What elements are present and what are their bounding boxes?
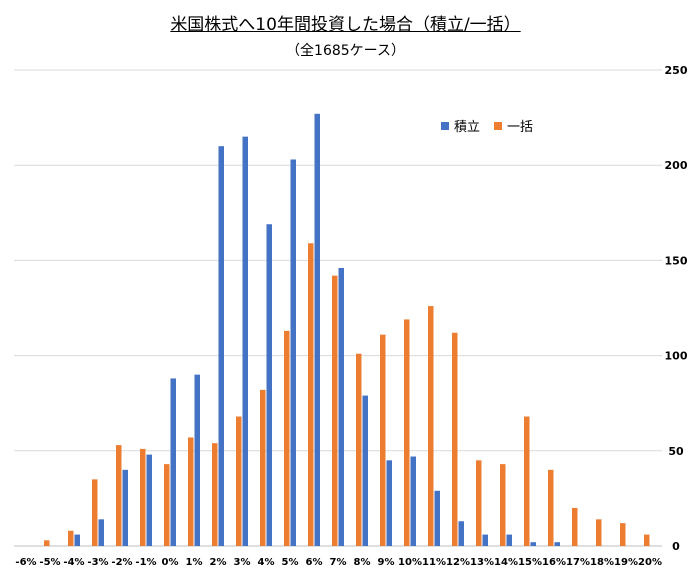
bar-series-1 bbox=[338, 268, 344, 546]
x-tick-label: -3% bbox=[87, 557, 108, 568]
bar-series-1 bbox=[410, 456, 416, 546]
bar-series-2 bbox=[428, 306, 434, 546]
x-tick-label: 2% bbox=[210, 557, 227, 568]
bar-series-1 bbox=[218, 146, 224, 546]
x-tick-label: -6% bbox=[15, 557, 36, 568]
bar-series-1 bbox=[434, 490, 440, 546]
x-tick-label: -5% bbox=[39, 557, 60, 568]
bar-series-2 bbox=[236, 416, 242, 546]
x-tick-label: -4% bbox=[63, 557, 84, 568]
bar-series-1 bbox=[242, 136, 248, 546]
bar-series-2 bbox=[260, 389, 266, 546]
bar-series-2 bbox=[596, 519, 602, 546]
chart-title: 米国株式へ10年間投資した場合（積立/一括） bbox=[170, 15, 521, 35]
x-tick-label: 14% bbox=[494, 557, 518, 568]
legend-label-series-2: 一括 bbox=[507, 120, 534, 135]
bar-series-1 bbox=[146, 454, 152, 546]
bar-series-2 bbox=[524, 416, 530, 546]
x-tick-label: 5% bbox=[282, 557, 299, 568]
bar-series-1 bbox=[554, 542, 560, 546]
bar-series-1 bbox=[74, 534, 80, 546]
x-tick-label: 12% bbox=[446, 557, 470, 568]
bar-series-2 bbox=[572, 507, 578, 546]
chart-legend: 積立 一括 bbox=[441, 116, 533, 135]
bar-series-2 bbox=[68, 530, 74, 546]
bar-series-2 bbox=[308, 243, 314, 546]
bar-series-1 bbox=[458, 521, 464, 546]
chart-subtitle: （全1685ケース） bbox=[286, 43, 405, 59]
x-tick-label: 11% bbox=[422, 557, 446, 568]
x-tick-label: -1% bbox=[135, 557, 156, 568]
bar-series-2 bbox=[140, 448, 146, 546]
x-tick-label: -2% bbox=[111, 557, 132, 568]
bar-series-2 bbox=[452, 332, 458, 546]
bar-series-2 bbox=[284, 330, 290, 546]
bar-series-2 bbox=[164, 464, 170, 546]
x-tick-label: 3% bbox=[234, 557, 251, 568]
gridlines bbox=[14, 69, 662, 547]
bar-series-2 bbox=[380, 334, 386, 546]
legend-item-series-1: 積立 bbox=[441, 116, 480, 135]
bar-series-1 bbox=[290, 159, 296, 546]
bar-series-2 bbox=[404, 319, 410, 546]
y-tick-label: 200 bbox=[665, 159, 688, 172]
legend-item-series-2: 一括 bbox=[494, 116, 533, 135]
x-tick-label: 8% bbox=[354, 557, 371, 568]
x-tick-label: 10% bbox=[398, 557, 422, 568]
legend-swatch-series-1 bbox=[441, 121, 449, 130]
bar-series-2 bbox=[116, 445, 122, 546]
y-tick-label: 50 bbox=[668, 445, 684, 458]
x-tick-label: 0% bbox=[162, 557, 179, 568]
y-tick-label: 150 bbox=[665, 254, 688, 267]
y-axis-ticks: 0 50 100 150 200 250 bbox=[665, 64, 688, 553]
bar-series-2 bbox=[644, 534, 650, 546]
bar-series-1 bbox=[362, 395, 368, 546]
x-tick-label: 16% bbox=[542, 557, 566, 568]
bar-series-2 bbox=[188, 437, 194, 546]
y-tick-label: 250 bbox=[665, 64, 688, 77]
x-tick-label: 13% bbox=[470, 557, 494, 568]
bar-series-1 bbox=[98, 519, 104, 546]
bar-series-1 bbox=[506, 534, 512, 546]
x-axis-ticks: -6% -5% -4% -3% -2% -1% 0% 1% 2% 3% 4% 5% 6% 7% 8% 9% 10… bbox=[15, 557, 662, 568]
bar-series-2 bbox=[332, 275, 338, 546]
x-tick-label: 6% bbox=[306, 557, 323, 568]
y-tick-label: 100 bbox=[665, 350, 688, 363]
legend-label-series-1: 積立 bbox=[454, 120, 481, 135]
bar-series-2 bbox=[620, 523, 626, 546]
bar-series-2 bbox=[92, 479, 98, 546]
bar-series-1 bbox=[170, 378, 176, 546]
x-tick-label: 18% bbox=[590, 557, 614, 568]
bars bbox=[44, 113, 650, 547]
x-tick-label: 9% bbox=[378, 557, 395, 568]
x-tick-label: 1% bbox=[186, 557, 203, 568]
bar-series-2 bbox=[548, 469, 554, 546]
bar-series-2 bbox=[500, 464, 506, 546]
bar-series-1 bbox=[194, 374, 200, 546]
y-tick-label: 0 bbox=[672, 540, 680, 553]
x-tick-label: 7% bbox=[330, 557, 347, 568]
bar-series-1 bbox=[482, 534, 488, 546]
bar-series-2 bbox=[44, 540, 50, 546]
x-tick-label: 20% bbox=[638, 557, 662, 568]
x-tick-label: 19% bbox=[614, 557, 638, 568]
bar-series-2 bbox=[476, 460, 482, 546]
bar-series-2 bbox=[356, 353, 362, 546]
x-tick-label: 17% bbox=[566, 557, 590, 568]
bar-series-1 bbox=[530, 542, 536, 546]
legend-swatch-series-2 bbox=[494, 121, 503, 130]
x-tick-label: 4% bbox=[258, 557, 275, 568]
bar-series-1 bbox=[122, 469, 128, 546]
bar-series-1 bbox=[266, 224, 272, 546]
bar-series-2 bbox=[212, 443, 218, 546]
bar-series-1 bbox=[314, 113, 320, 547]
x-tick-label: 15% bbox=[518, 557, 542, 568]
bar-series-1 bbox=[386, 460, 392, 546]
